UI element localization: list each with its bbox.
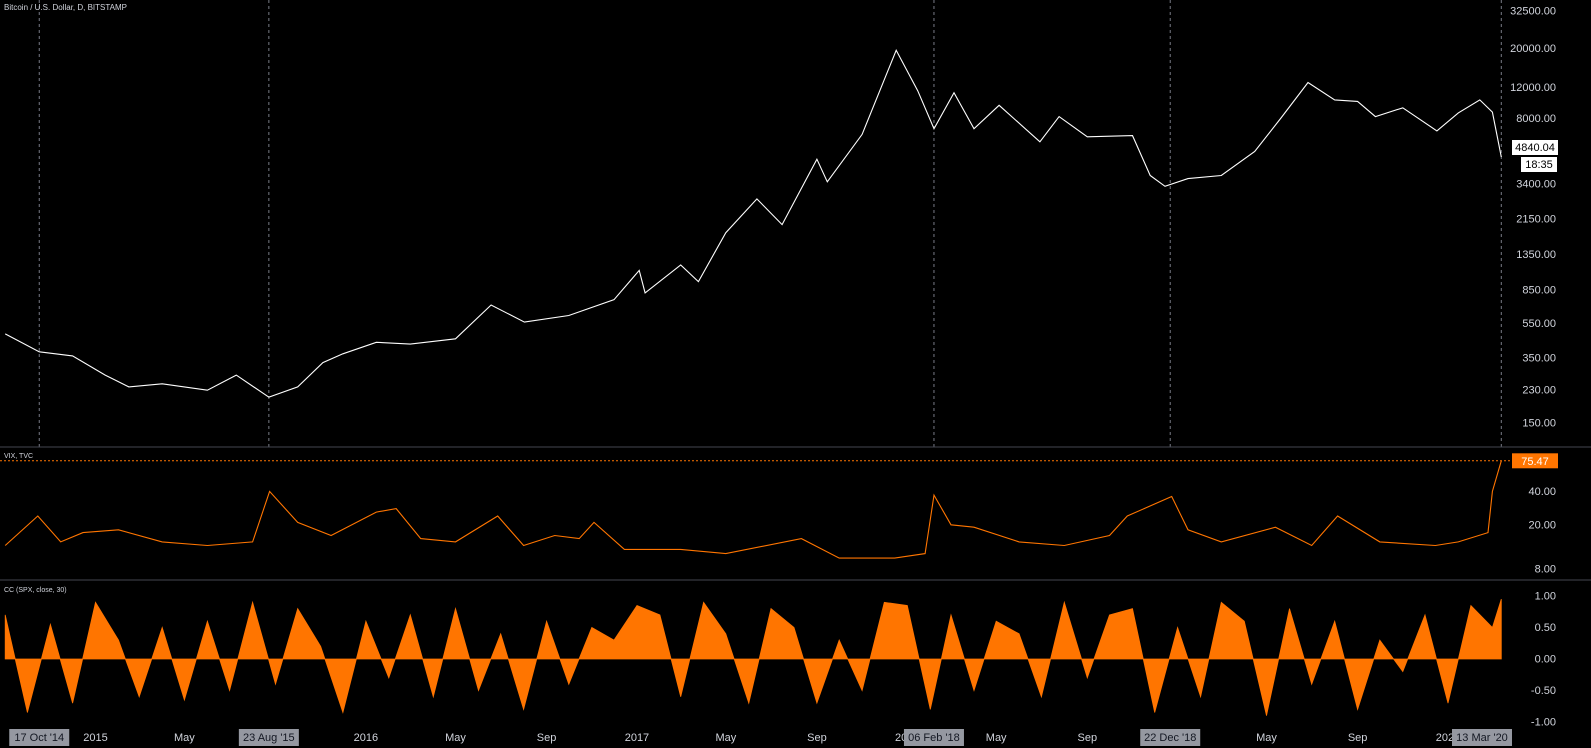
time-axis-tick-label: May (715, 732, 736, 744)
time-axis-tick-label: 2016 (354, 732, 378, 744)
cc-pane-title: CC (SPX, close, 30) (4, 587, 67, 594)
time-axis-tick-label: Sep (1348, 732, 1368, 744)
btc-axis-tick-label: 8000.00 (1516, 113, 1556, 125)
btc-last-price-badge: 4840.04 18:35 (1512, 140, 1558, 172)
btc-axis-tick-label: 1350.00 (1516, 249, 1556, 261)
vix-axis-tick-label: 8.00 (1535, 563, 1556, 575)
time-axis-tick-label: Sep (807, 732, 827, 744)
vix-pane-title: VIX, TVC (4, 453, 33, 460)
event-marker-label: 13 Mar '20 (1456, 732, 1508, 744)
event-marker-label: 17 Oct '14 (14, 732, 64, 744)
cc-axis-tick-label: 0.50 (1535, 622, 1556, 634)
vix-last-value-badge: 75.47 (1512, 453, 1558, 469)
time-axis-tick-label: 2015 (83, 732, 107, 744)
vix-axis-tick-label: 20.00 (1528, 519, 1556, 531)
btc-axis-tick-label: 150.00 (1522, 417, 1556, 429)
vix-price-axis[interactable]: 40.00 20.00 8.00 (1528, 486, 1556, 576)
btc-axis-tick-label: 350.00 (1522, 353, 1556, 365)
time-axis-tick-label: 2017 (625, 732, 649, 744)
time-axis-tick-label: May (445, 732, 466, 744)
event-marker-label: 06 Feb '18 (908, 732, 960, 744)
cc-axis-tick-label: -0.50 (1531, 685, 1556, 697)
btc-axis-tick-label: 550.00 (1522, 318, 1556, 330)
event-marker-label: 22 Dec '18 (1144, 732, 1196, 744)
cc-value-axis[interactable]: 1.00 0.50 0.00 -0.50 -1.00 (1531, 591, 1556, 729)
event-marker-badge (1452, 729, 1512, 746)
btc-pane[interactable]: Bitcoin / U.S. Dollar, D, BITSTAMP 32500… (4, 3, 1558, 429)
event-marker-badge (9, 729, 70, 746)
time-axis-tick-label: May (1256, 732, 1277, 744)
btc-countdown: 18:35 (1525, 159, 1553, 171)
btc-axis-tick-label: 2150.00 (1516, 214, 1556, 226)
vix-pane[interactable]: VIX, TVC 40.00 20.00 8.00 75.47 (0, 453, 1558, 575)
btc-pane-title: Bitcoin / U.S. Dollar, D, BITSTAMP (4, 3, 127, 12)
cc-area (4, 598, 1502, 716)
btc-axis-tick-label: 32500.00 (1510, 6, 1556, 18)
time-axis-tick-label: Sep (537, 732, 557, 744)
time-axis-tick-label: May (174, 732, 195, 744)
btc-axis-tick-label: 850.00 (1522, 285, 1556, 297)
btc-price-line (4, 49, 1502, 398)
cc-pane[interactable]: CC (SPX, close, 30) 1.00 0.50 0.00 -0.50 -1.… (4, 587, 1556, 729)
btc-axis-tick-label: 12000.00 (1510, 82, 1556, 94)
event-marker-lines (38, 0, 1502, 447)
event-marker-badge (903, 729, 964, 746)
time-axis-markers: 17 Oct '14 23 Aug '15 06 Feb '18 22 Dec '18… (9, 729, 1512, 746)
cc-axis-tick-label: -1.00 (1531, 717, 1556, 729)
vix-axis-tick-label: 40.00 (1528, 486, 1556, 498)
event-marker-badge (1140, 729, 1201, 746)
time-axis-tick-label: May (986, 732, 1007, 744)
time-axis-tick-label: Sep (1077, 732, 1097, 744)
vix-line (4, 460, 1502, 559)
vix-last-value: 75.47 (1521, 456, 1549, 468)
btc-axis-tick-label: 20000.00 (1510, 43, 1556, 55)
event-marker-label: 23 Aug '15 (243, 732, 295, 744)
event-marker-badge (238, 729, 299, 746)
btc-last-price: 4840.04 (1515, 142, 1555, 154)
btc-axis-tick-label: 230.00 (1522, 385, 1556, 397)
cc-axis-tick-label: 1.00 (1535, 591, 1556, 603)
cc-axis-tick-label: 0.00 (1535, 654, 1556, 666)
btc-axis-tick-label: 3400.00 (1516, 178, 1556, 190)
btc-price-axis[interactable]: 32500.00 20000.00 12000.00 8000.00 3400.00 21… (1510, 6, 1556, 430)
